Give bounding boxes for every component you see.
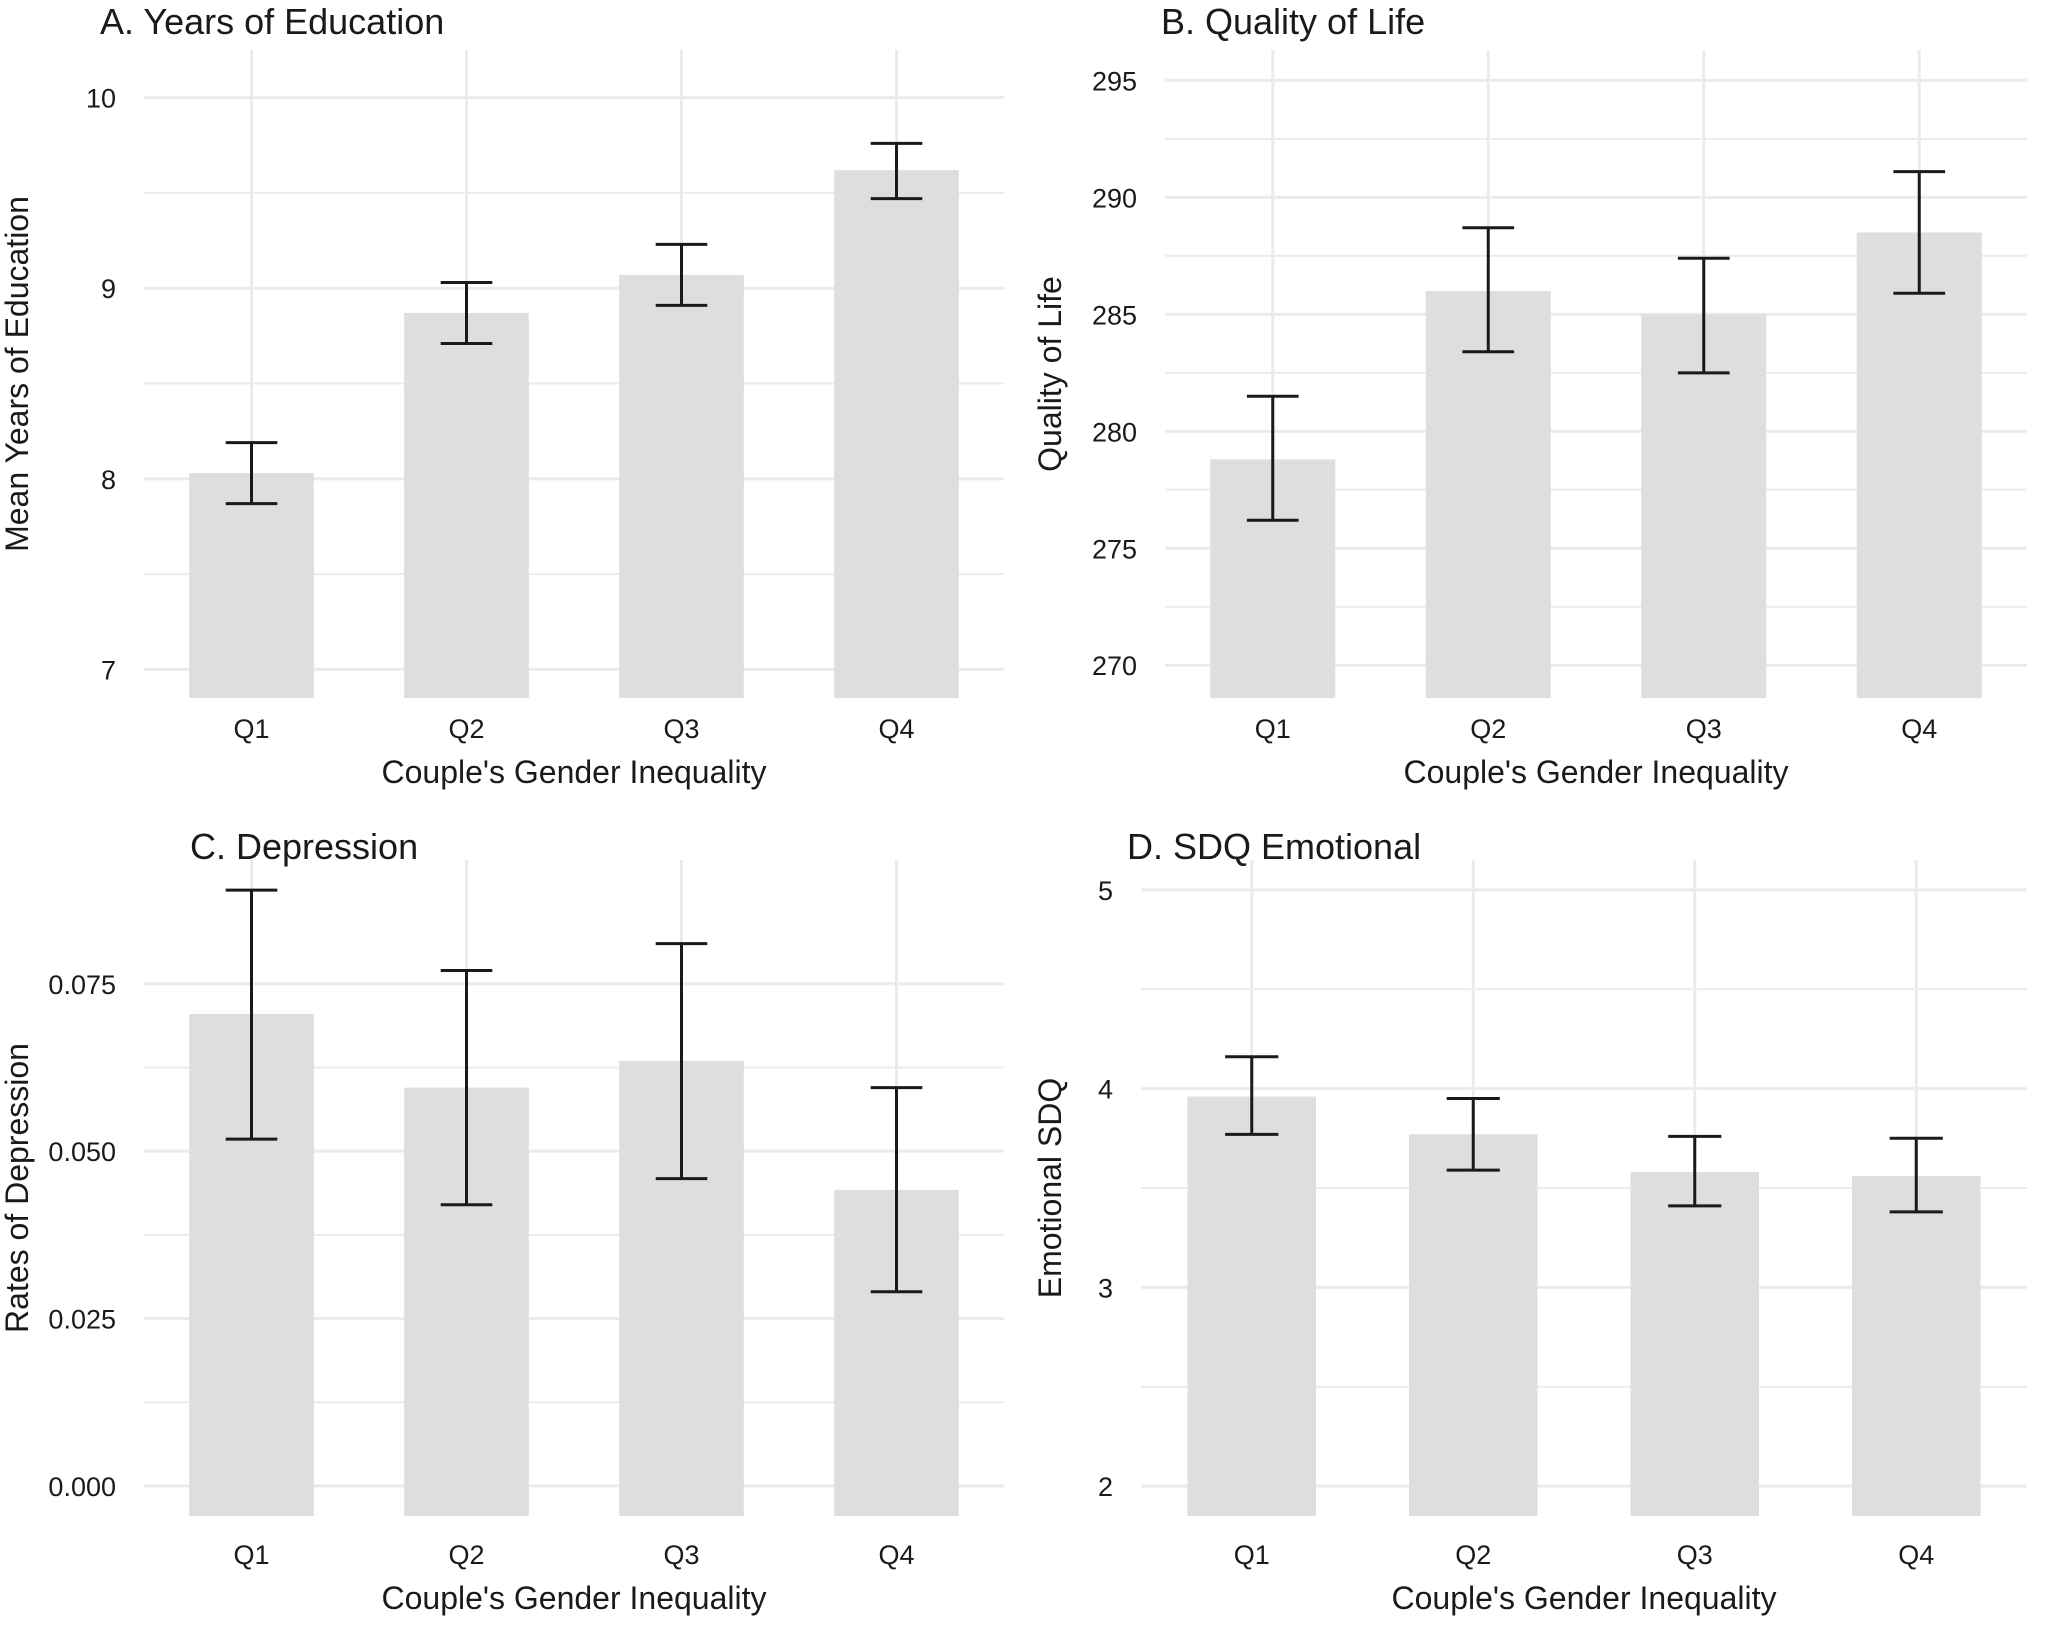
- x-tick-label: Q2: [1470, 714, 1506, 744]
- y-tick-label: 3: [1098, 1273, 1113, 1303]
- y-tick-label: 0.075: [48, 970, 116, 1000]
- error-bar-q4: [1893, 170, 1946, 295]
- x-tick-labels: Q1 Q2 Q3 Q4: [233, 1540, 914, 1570]
- error-bars: [1246, 170, 1946, 522]
- x-tick-label: Q3: [663, 1540, 699, 1570]
- y-tick-labels: 2 3 4 5: [1098, 876, 1113, 1502]
- x-tick-labels: Q1 Q2 Q3 Q4: [1255, 714, 1938, 744]
- chart-b: 270 275 280 285 290 295 Q1 Q2 Q3 Q4 B. Quality of …: [1032, 1, 2027, 790]
- x-tick-label: Q3: [1686, 714, 1722, 744]
- bar-q3: [1641, 314, 1767, 698]
- y-tick-label: 290: [1092, 183, 1137, 213]
- y-tick-label: 0.025: [48, 1305, 116, 1335]
- y-tick-label: 280: [1092, 417, 1137, 447]
- error-bar-q3: [1677, 256, 1730, 375]
- x-tick-label: Q4: [878, 714, 914, 744]
- bar-q2: [404, 313, 529, 698]
- x-tick-labels: Q1 Q2 Q3 Q4: [1234, 1540, 1935, 1570]
- x-tick-label: Q3: [1677, 1540, 1713, 1570]
- x-tick-label: Q1: [233, 714, 269, 744]
- y-tick-label: 295: [1092, 66, 1137, 96]
- x-axis-title: Couple's Gender Inequality: [1391, 1580, 1776, 1616]
- error-bar-q2: [440, 281, 493, 346]
- bars: [1187, 1096, 1981, 1516]
- error-bar-q1: [1225, 1055, 1279, 1136]
- x-tick-label: Q2: [448, 1540, 484, 1570]
- x-axis-title: Couple's Gender Inequality: [1403, 754, 1788, 790]
- y-tick-label: 4: [1098, 1075, 1113, 1105]
- error-bar-q2: [440, 968, 493, 1207]
- bar-q4: [1856, 232, 1982, 699]
- chart-c: 0.000 0.025 0.050 0.075 Q1 Q2 Q3 Q4 C. Depressio…: [0, 826, 1004, 1616]
- x-tick-label: Q1: [1255, 714, 1291, 744]
- panel-title: B. Quality of Life: [1161, 1, 1425, 42]
- error-bar-q4: [870, 141, 923, 201]
- error-bars: [1225, 1055, 1943, 1214]
- bar-q2: [1409, 1134, 1538, 1516]
- panel-d: 2 3 4 5 Q1 Q2 Q3 Q4 D. SDQ Emotional Couple's Gen…: [1023, 814, 2046, 1629]
- error-bars: [225, 888, 923, 1294]
- x-axis-title: Couple's Gender Inequality: [381, 754, 766, 790]
- bars: [189, 170, 959, 699]
- panel-a: 7 8 9 10 Q1 Q2 Q3 Q4 A. Years of Education Couple…: [0, 0, 1023, 814]
- error-bar-q2: [1462, 226, 1515, 354]
- panel-b: 270 275 280 285 290 295 Q1 Q2 Q3 Q4 B. Quality of …: [1023, 0, 2046, 814]
- y-axis-title: Mean Years of Education: [0, 196, 35, 552]
- y-axis-title: Rates of Depression: [0, 1043, 35, 1333]
- y-tick-label: 270: [1092, 651, 1137, 681]
- error-bar-q3: [1668, 1134, 1722, 1208]
- error-bar-q1: [225, 441, 278, 506]
- y-tick-label: 275: [1092, 534, 1137, 564]
- error-bar-q3: [655, 942, 708, 1181]
- error-bars: [225, 141, 923, 506]
- y-tick-labels: 7 8 9 10: [86, 84, 116, 686]
- panel-title: D. SDQ Emotional: [1127, 826, 1421, 867]
- x-tick-labels: Q1 Q2 Q3 Q4: [233, 714, 914, 744]
- x-tick-label: Q1: [233, 1540, 269, 1570]
- y-tick-label: 285: [1092, 300, 1137, 330]
- x-tick-label: Q4: [878, 1540, 914, 1570]
- bars: [1210, 232, 1982, 699]
- bar-q4: [834, 170, 959, 699]
- y-tick-labels: 0.000 0.025 0.050 0.075: [48, 970, 116, 1502]
- bar-q3: [619, 274, 744, 698]
- panel-c: 0.000 0.025 0.050 0.075 Q1 Q2 Q3 Q4 C. Depressio…: [0, 814, 1023, 1629]
- bars: [189, 1013, 959, 1516]
- y-tick-label: 8: [101, 465, 116, 495]
- x-tick-label: Q1: [1234, 1540, 1270, 1570]
- x-tick-label: Q3: [663, 714, 699, 744]
- y-axis-title: Emotional SDQ: [1032, 1078, 1068, 1299]
- y-tick-label: 10: [86, 84, 116, 114]
- panel-title: C. Depression: [190, 826, 418, 867]
- x-tick-label: Q2: [448, 714, 484, 744]
- y-tick-labels: 270 275 280 285 290 295: [1092, 66, 1137, 681]
- y-tick-label: 5: [1098, 876, 1113, 906]
- bar-q2: [1425, 290, 1551, 698]
- y-axis-title: Quality of Life: [1032, 276, 1068, 472]
- error-bar-q4: [1889, 1136, 1943, 1214]
- error-bar-q1: [225, 888, 278, 1141]
- x-tick-label: Q4: [1901, 714, 1937, 744]
- error-bar-q3: [655, 242, 708, 307]
- panel-title: A. Years of Education: [100, 1, 444, 42]
- y-tick-label: 0.050: [48, 1137, 116, 1167]
- error-bar-q2: [1446, 1097, 1500, 1172]
- error-bar-q4: [870, 1086, 923, 1294]
- y-tick-label: 2: [1098, 1472, 1113, 1502]
- x-axis-title: Couple's Gender Inequality: [381, 1580, 766, 1616]
- y-tick-label: 0.000: [48, 1472, 116, 1502]
- y-tick-label: 7: [101, 655, 116, 685]
- y-tick-label: 9: [101, 274, 116, 304]
- x-tick-label: Q2: [1455, 1540, 1491, 1570]
- bar-q1: [1187, 1096, 1316, 1516]
- bar-q3: [1630, 1172, 1759, 1516]
- bar-q4: [1852, 1176, 1981, 1516]
- error-bar-q1: [1246, 394, 1299, 522]
- chart-d: 2 3 4 5 Q1 Q2 Q3 Q4 D. SDQ Emotional Couple's Gen…: [1032, 826, 2027, 1616]
- x-tick-label: Q4: [1898, 1540, 1934, 1570]
- chart-a: 7 8 9 10 Q1 Q2 Q3 Q4 A. Years of Education Couple…: [0, 1, 1004, 790]
- bar-q1: [189, 473, 314, 698]
